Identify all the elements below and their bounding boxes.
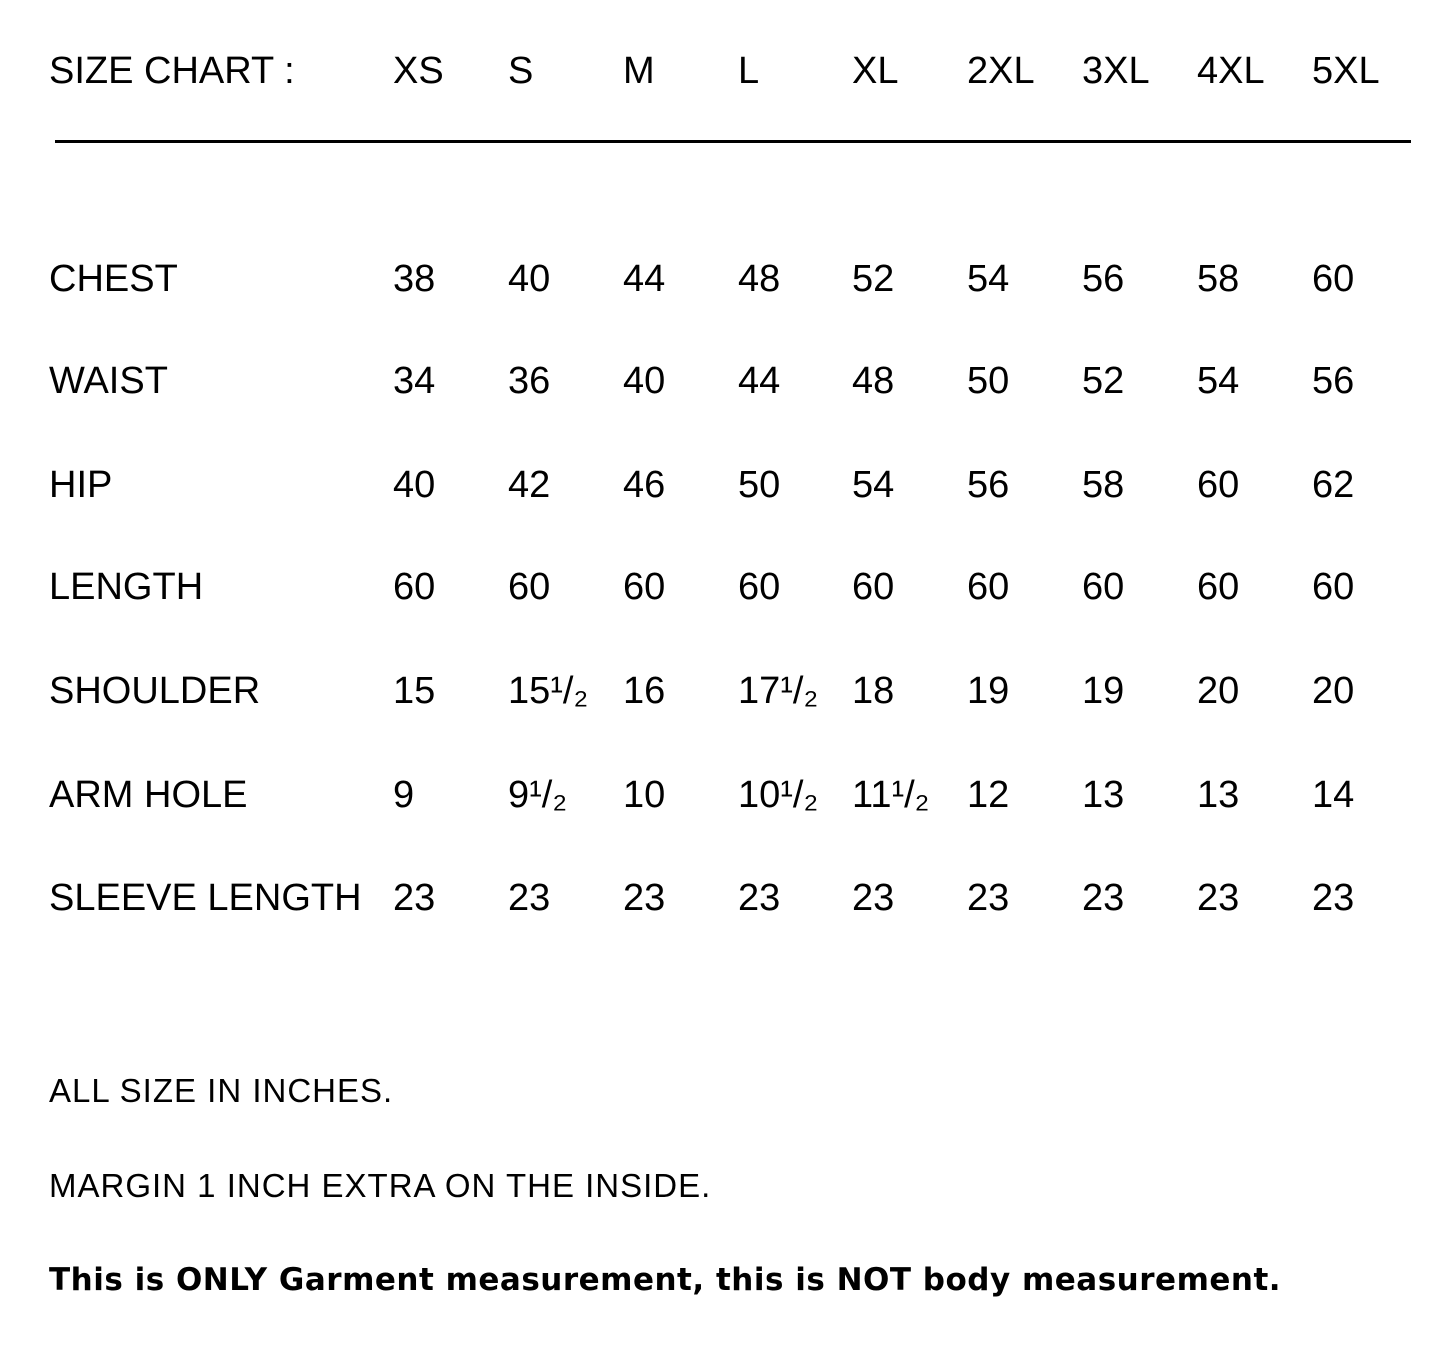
table-cell: 50 bbox=[967, 360, 1010, 402]
row-label: WAIST bbox=[49, 360, 168, 402]
table-cell: 56 bbox=[1312, 360, 1355, 402]
table-cell: 23 bbox=[852, 877, 895, 919]
size-header-xl: XL bbox=[852, 50, 899, 92]
header-divider bbox=[55, 140, 1411, 143]
table-cell: 60 bbox=[508, 566, 551, 608]
table-cell: 52 bbox=[1082, 360, 1125, 402]
table-row: WAIST 34 36 40 44 48 50 52 54 56 bbox=[0, 356, 1445, 406]
margin-note: MARGIN 1 INCH EXTRA ON THE INSIDE. bbox=[49, 1167, 712, 1204]
table-row: SHOULDER 15 15¹/₂ 16 17¹/₂ 18 19 19 20 20 bbox=[0, 666, 1445, 716]
table-cell: 38 bbox=[393, 258, 436, 300]
table-cell: 42 bbox=[508, 464, 551, 506]
table-cell: 48 bbox=[738, 258, 781, 300]
size-chart-title: SIZE CHART : bbox=[49, 50, 295, 92]
table-cell: 20 bbox=[1197, 670, 1240, 712]
size-header-s: S bbox=[508, 50, 534, 92]
table-cell: 60 bbox=[1312, 566, 1355, 608]
table-cell: 23 bbox=[508, 877, 551, 919]
table-cell: 58 bbox=[1082, 464, 1125, 506]
table-row: HIP 40 42 46 50 54 56 58 60 62 bbox=[0, 460, 1445, 510]
row-label: CHEST bbox=[49, 258, 178, 300]
table-cell: 52 bbox=[852, 258, 895, 300]
table-cell: 40 bbox=[508, 258, 551, 300]
table-cell: 60 bbox=[967, 566, 1010, 608]
units-note: ALL SIZE IN INCHES. bbox=[49, 1072, 394, 1109]
table-cell: 23 bbox=[1312, 877, 1355, 919]
table-cell: 23 bbox=[738, 877, 781, 919]
size-header-2xl: 2XL bbox=[967, 50, 1035, 92]
table-cell: 60 bbox=[1312, 258, 1355, 300]
size-header-5xl: 5XL bbox=[1312, 50, 1380, 92]
size-header-xs: XS bbox=[393, 50, 444, 92]
table-cell: 19 bbox=[967, 670, 1010, 712]
table-cell: 56 bbox=[967, 464, 1010, 506]
table-cell: 54 bbox=[852, 464, 895, 506]
table-cell: 60 bbox=[738, 566, 781, 608]
table-cell: 10 bbox=[623, 774, 666, 816]
table-cell: 23 bbox=[623, 877, 666, 919]
table-cell: 9 bbox=[393, 774, 415, 816]
table-cell: 40 bbox=[393, 464, 436, 506]
row-label: LENGTH bbox=[49, 566, 204, 608]
row-label: ARM HOLE bbox=[49, 774, 248, 816]
table-cell: 44 bbox=[623, 258, 666, 300]
table-cell: 20 bbox=[1312, 670, 1355, 712]
table-cell: 14 bbox=[1312, 774, 1355, 816]
table-cell: 11¹/₂ bbox=[852, 774, 930, 816]
table-cell: 62 bbox=[1312, 464, 1355, 506]
table-cell: 60 bbox=[393, 566, 436, 608]
table-cell: 36 bbox=[508, 360, 551, 402]
table-cell: 23 bbox=[967, 877, 1010, 919]
table-cell: 48 bbox=[852, 360, 895, 402]
table-cell: 13 bbox=[1197, 774, 1240, 816]
table-cell: 23 bbox=[1082, 877, 1125, 919]
table-cell: 23 bbox=[1197, 877, 1240, 919]
table-cell: 9¹/₂ bbox=[508, 774, 568, 816]
table-cell: 54 bbox=[967, 258, 1010, 300]
size-header-row: SIZE CHART : XS S M L XL 2XL 3XL 4XL 5XL bbox=[0, 46, 1445, 96]
table-row: LENGTH 60 60 60 60 60 60 60 60 60 bbox=[0, 562, 1445, 612]
table-cell: 58 bbox=[1197, 258, 1240, 300]
table-row: ARM HOLE 9 9¹/₂ 10 10¹/₂ 11¹/₂ 12 13 13 14 bbox=[0, 770, 1445, 820]
table-row: CHEST 38 40 44 48 52 54 56 58 60 bbox=[0, 254, 1445, 304]
table-cell: 60 bbox=[1197, 566, 1240, 608]
table-cell: 23 bbox=[393, 877, 436, 919]
table-cell: 17¹/₂ bbox=[738, 670, 819, 712]
table-cell: 50 bbox=[738, 464, 781, 506]
table-cell: 44 bbox=[738, 360, 781, 402]
table-cell: 54 bbox=[1197, 360, 1240, 402]
table-cell: 46 bbox=[623, 464, 666, 506]
table-row: SLEEVE LENGTH 23 23 23 23 23 23 23 23 23 bbox=[0, 873, 1445, 923]
size-header-3xl: 3XL bbox=[1082, 50, 1150, 92]
table-cell: 15¹/₂ bbox=[508, 670, 589, 712]
row-label: SLEEVE LENGTH bbox=[49, 877, 362, 919]
table-cell: 19 bbox=[1082, 670, 1125, 712]
table-cell: 60 bbox=[852, 566, 895, 608]
size-header-l: L bbox=[738, 50, 760, 92]
size-header-4xl: 4XL bbox=[1197, 50, 1265, 92]
table-cell: 60 bbox=[1082, 566, 1125, 608]
size-header-m: M bbox=[623, 50, 655, 92]
table-cell: 60 bbox=[1197, 464, 1240, 506]
table-cell: 13 bbox=[1082, 774, 1125, 816]
table-cell: 56 bbox=[1082, 258, 1125, 300]
disclaimer-note: This is ONLY Garment measurement, this i… bbox=[49, 1262, 1282, 1298]
table-cell: 34 bbox=[393, 360, 436, 402]
table-cell: 15 bbox=[393, 670, 436, 712]
table-cell: 16 bbox=[623, 670, 666, 712]
row-label: HIP bbox=[49, 464, 113, 506]
row-label: SHOULDER bbox=[49, 670, 261, 712]
table-cell: 10¹/₂ bbox=[738, 774, 819, 816]
table-cell: 18 bbox=[852, 670, 895, 712]
table-cell: 60 bbox=[623, 566, 666, 608]
table-cell: 40 bbox=[623, 360, 666, 402]
table-cell: 12 bbox=[967, 774, 1010, 816]
